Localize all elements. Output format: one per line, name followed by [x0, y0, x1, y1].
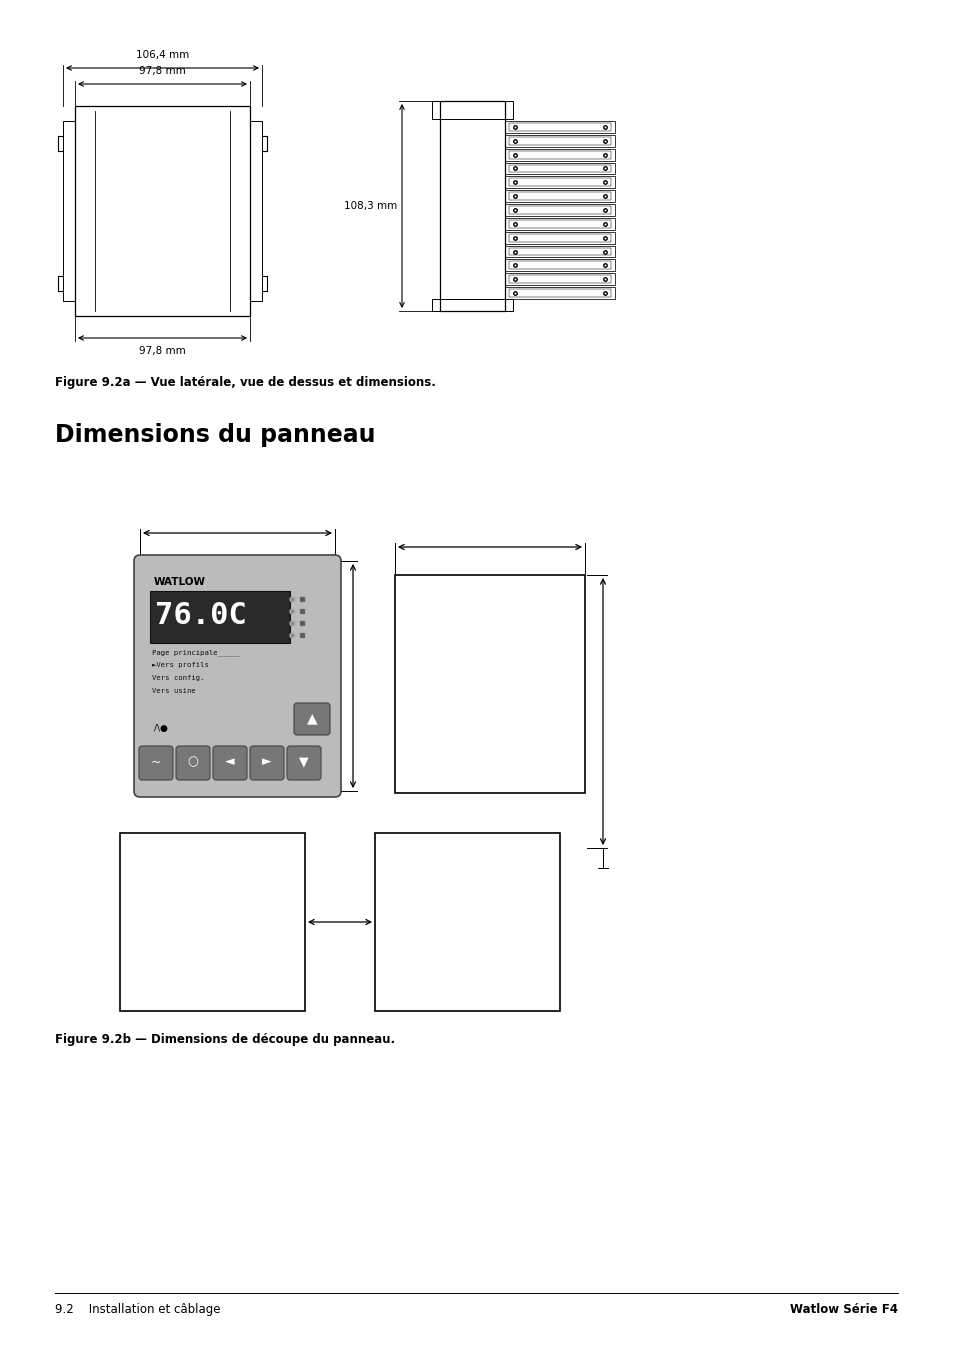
Text: 108,3 mm: 108,3 mm: [343, 201, 396, 211]
Bar: [509, 234, 610, 242]
Bar: [504, 259, 615, 272]
Text: ▲: ▲: [306, 711, 317, 725]
Text: ○: ○: [188, 755, 198, 769]
Text: 9.2    Installation et câblage: 9.2 Installation et câblage: [55, 1302, 220, 1316]
Bar: [150, 590, 290, 643]
Text: /\●: /\●: [153, 724, 168, 734]
Bar: [504, 204, 615, 216]
Bar: [120, 834, 305, 1011]
FancyBboxPatch shape: [133, 555, 340, 797]
Bar: [250, 122, 262, 301]
Bar: [375, 834, 559, 1011]
FancyBboxPatch shape: [287, 746, 320, 780]
Bar: [509, 289, 610, 297]
Bar: [509, 276, 610, 284]
Bar: [509, 262, 610, 269]
Bar: [504, 162, 615, 174]
Bar: [432, 101, 513, 119]
Bar: [75, 105, 250, 316]
FancyBboxPatch shape: [250, 746, 284, 780]
FancyBboxPatch shape: [175, 746, 210, 780]
Bar: [504, 122, 615, 132]
Bar: [504, 190, 615, 203]
Bar: [509, 165, 610, 173]
Text: 106,4 mm: 106,4 mm: [135, 50, 189, 59]
Bar: [432, 299, 513, 311]
Bar: [504, 288, 615, 299]
Text: Figure 9.2a — Vue latérale, vue de dessus et dimensions.: Figure 9.2a — Vue latérale, vue de dessu…: [55, 376, 436, 389]
Bar: [504, 149, 615, 161]
Text: 97,8 mm: 97,8 mm: [139, 66, 186, 76]
Text: Vers config.: Vers config.: [152, 676, 204, 681]
Bar: [504, 135, 615, 147]
FancyBboxPatch shape: [213, 746, 247, 780]
FancyBboxPatch shape: [294, 703, 330, 735]
Bar: [395, 576, 584, 793]
Bar: [509, 207, 610, 213]
Text: ▼: ▼: [299, 755, 309, 769]
Text: Figure 9.2b — Dimensions de découpe du panneau.: Figure 9.2b — Dimensions de découpe du p…: [55, 1034, 395, 1046]
Bar: [509, 123, 610, 131]
Bar: [509, 192, 610, 200]
Bar: [439, 101, 504, 311]
Bar: [504, 218, 615, 230]
Bar: [504, 273, 615, 285]
Bar: [509, 136, 610, 145]
FancyBboxPatch shape: [139, 746, 172, 780]
Text: ◄: ◄: [225, 755, 234, 769]
Text: Vers usine: Vers usine: [152, 688, 195, 694]
Bar: [504, 177, 615, 188]
Text: ~: ~: [151, 755, 161, 769]
Text: 97,8 mm: 97,8 mm: [139, 346, 186, 357]
Text: 76.0C: 76.0C: [154, 600, 247, 630]
Text: WATLOW: WATLOW: [153, 577, 206, 586]
Text: Page principale_____: Page principale_____: [152, 648, 239, 655]
Bar: [63, 122, 75, 301]
Bar: [509, 178, 610, 186]
Bar: [509, 220, 610, 228]
Text: ►Vers profils: ►Vers profils: [152, 662, 209, 667]
Bar: [509, 247, 610, 255]
Bar: [504, 232, 615, 243]
Text: Dimensions du panneau: Dimensions du panneau: [55, 423, 375, 447]
Text: ►: ►: [262, 755, 272, 769]
Bar: [504, 246, 615, 258]
Text: Watlow Série F4: Watlow Série F4: [789, 1302, 897, 1316]
Bar: [509, 151, 610, 158]
